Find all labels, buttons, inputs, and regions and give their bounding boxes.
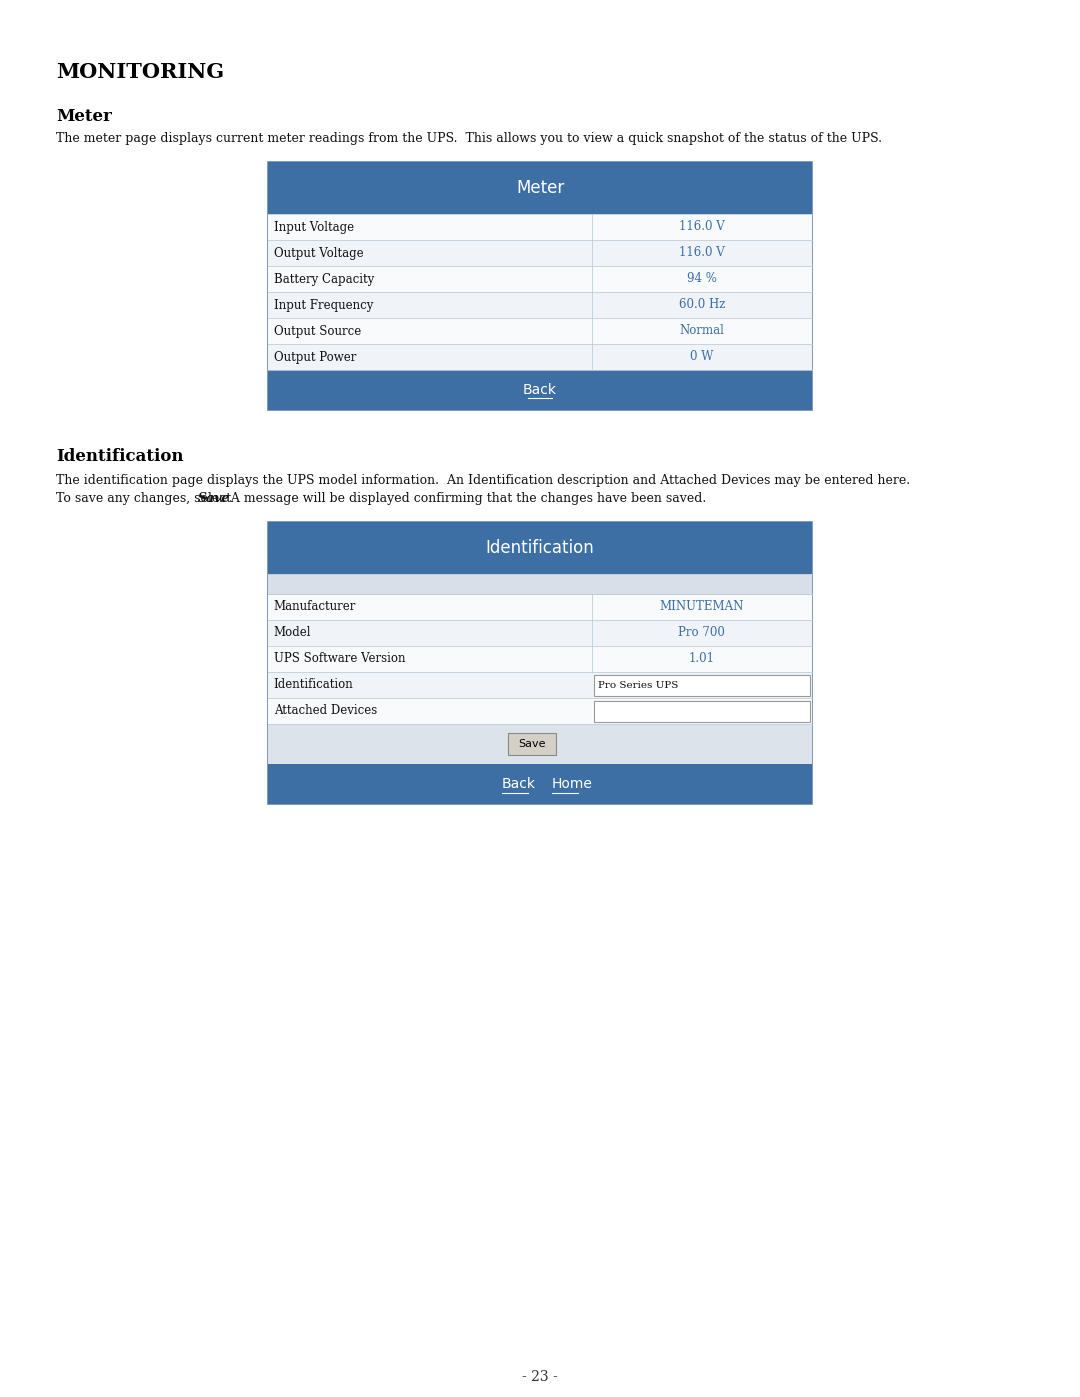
Text: 116.0 V: 116.0 V <box>679 246 725 260</box>
Text: Identification: Identification <box>486 539 594 557</box>
Text: Input Frequency: Input Frequency <box>274 299 374 312</box>
Text: UPS Software Version: UPS Software Version <box>274 652 405 665</box>
Text: Battery Capacity: Battery Capacity <box>274 272 374 285</box>
Bar <box>268 620 812 645</box>
Text: 1.01: 1.01 <box>689 652 715 665</box>
Bar <box>508 733 556 754</box>
Text: .  A message will be displayed confirming that the changes have been saved.: . A message will be displayed confirming… <box>218 492 706 504</box>
Text: Meter: Meter <box>56 108 112 124</box>
Text: Pro 700: Pro 700 <box>678 626 726 640</box>
Text: Home: Home <box>552 777 593 791</box>
Text: Manufacturer: Manufacturer <box>274 601 356 613</box>
Bar <box>268 724 812 764</box>
Bar <box>268 162 812 409</box>
Bar <box>268 265 812 292</box>
Bar <box>268 764 812 805</box>
Text: The identification page displays the UPS model information.  An Identification d: The identification page displays the UPS… <box>56 474 910 488</box>
Text: Identification: Identification <box>56 448 184 465</box>
Bar <box>268 574 812 594</box>
Text: Input Voltage: Input Voltage <box>274 221 354 233</box>
Text: The meter page displays current meter readings from the UPS.  This allows you to: The meter page displays current meter re… <box>56 131 882 145</box>
Text: Back: Back <box>523 383 557 397</box>
Text: MONITORING: MONITORING <box>56 61 225 82</box>
Text: 60.0 Hz: 60.0 Hz <box>678 299 725 312</box>
Text: - 23 -: - 23 - <box>522 1370 558 1384</box>
Bar <box>268 522 812 805</box>
Bar <box>268 672 812 698</box>
Bar <box>594 700 810 721</box>
Text: Attached Devices: Attached Devices <box>274 704 377 718</box>
Text: Save: Save <box>518 739 545 749</box>
Bar <box>268 292 812 319</box>
Text: Meter: Meter <box>516 179 564 197</box>
Text: 0 W: 0 W <box>690 351 714 363</box>
Bar <box>268 344 812 370</box>
Text: Normal: Normal <box>679 324 725 338</box>
Text: Output Source: Output Source <box>274 324 361 338</box>
Text: Output Power: Output Power <box>274 351 356 363</box>
Bar <box>268 645 812 672</box>
Text: Output Voltage: Output Voltage <box>274 246 364 260</box>
Text: Back: Back <box>502 777 536 791</box>
Text: To save any changes, select: To save any changes, select <box>56 492 235 504</box>
Bar <box>268 594 812 620</box>
Bar <box>268 240 812 265</box>
Bar <box>268 319 812 344</box>
Text: Save: Save <box>198 492 230 504</box>
Bar <box>268 698 812 724</box>
Text: 116.0 V: 116.0 V <box>679 221 725 233</box>
Bar <box>268 370 812 409</box>
Text: Pro Series UPS: Pro Series UPS <box>597 680 678 690</box>
Bar <box>268 162 812 214</box>
Text: Model: Model <box>274 626 311 640</box>
Text: 94 %: 94 % <box>687 272 717 285</box>
Bar <box>594 675 810 696</box>
Bar <box>268 214 812 240</box>
Text: Identification: Identification <box>274 679 353 692</box>
Bar <box>268 522 812 574</box>
Text: MINUTEMAN: MINUTEMAN <box>660 601 744 613</box>
